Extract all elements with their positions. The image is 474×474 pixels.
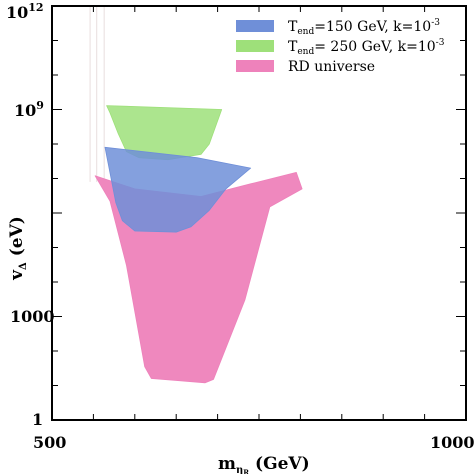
legend-label-t150: Tend=150 GeV, k=10-3 [288,18,440,37]
region-t150 [104,146,252,233]
y-tick-label-1000: 1000 [10,307,55,326]
legend-swatch-t150 [236,20,274,32]
legend-label-t250: Tend= 250 GeV, k=10-3 [288,38,445,57]
legend-swatch-rd [236,60,274,72]
y-tick-label-1: 1 [32,410,43,429]
background-lines [89,6,105,182]
x-tick-label-1000: 1000 [430,433,474,452]
legend-swatch-t250 [236,40,274,52]
x-tick-label-500: 500 [33,433,66,452]
y-tick-label-1e12: 1012 [6,1,44,22]
x-axis-label: mηR (GeV) [218,454,310,474]
y-axis-label: vΔ (eV) [7,216,29,281]
tick-marks [51,5,467,421]
regions [94,105,303,384]
legend: Tend=150 GeV, k=10-3 Tend= 250 GeV, k=10… [236,18,445,75]
plot-area [51,5,467,421]
legend-label-rd: RD universe [288,59,375,75]
y-tick-label-1e9: 109 [14,99,44,120]
